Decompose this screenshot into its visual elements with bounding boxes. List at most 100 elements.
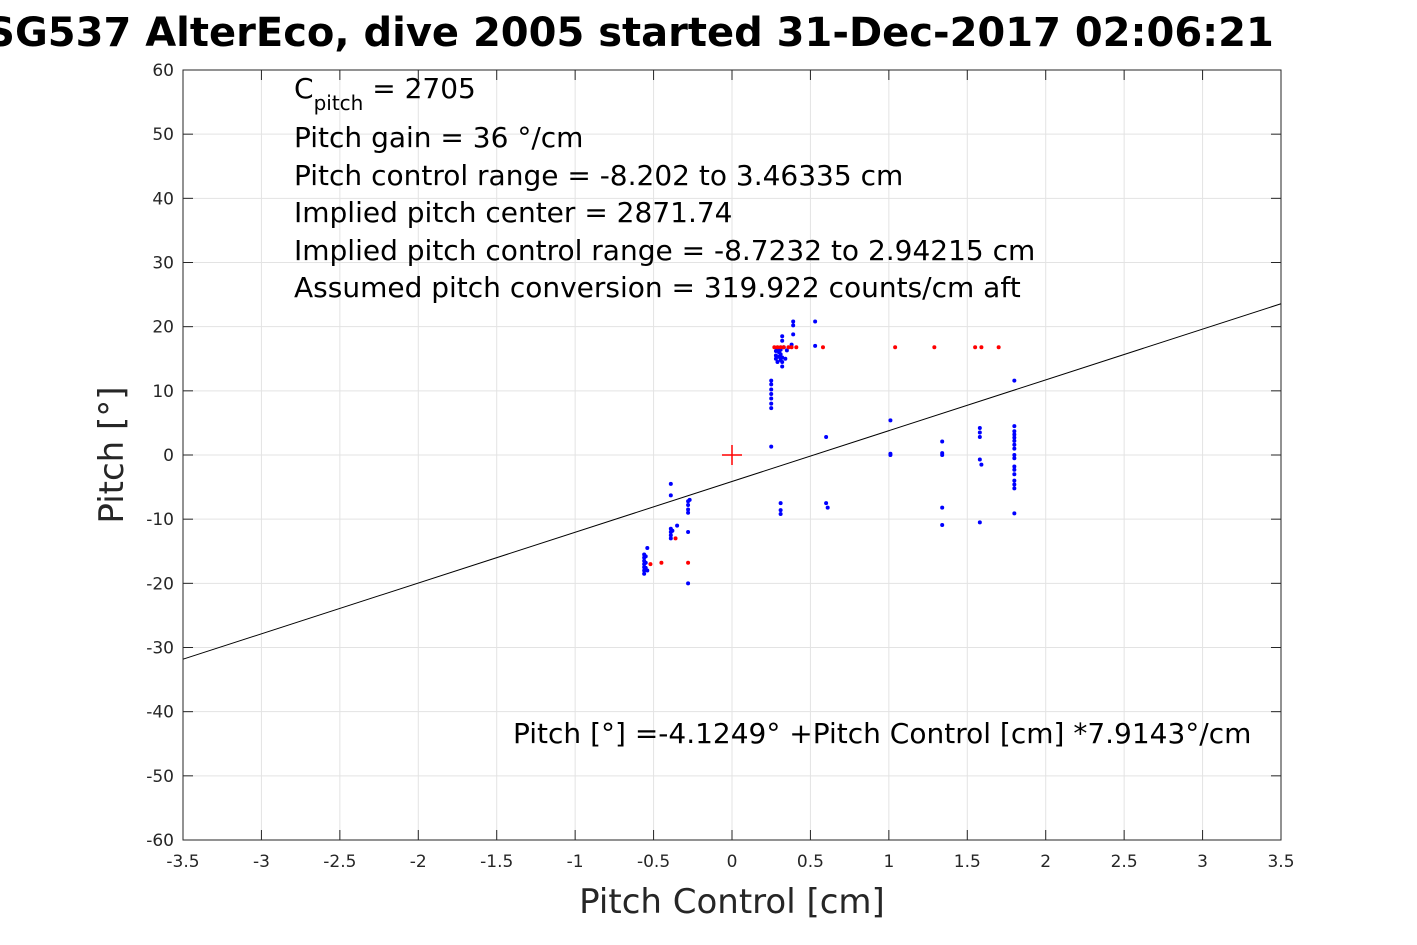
data-point: [1012, 432, 1017, 437]
data-point: [1012, 438, 1017, 443]
data-point: [979, 462, 984, 467]
data-point: [648, 562, 653, 567]
annotation-block: Cpitch = 2705 Pitch gain = 36 °/cm Pitch…: [294, 72, 1035, 304]
data-point: [1012, 511, 1017, 516]
y-tick-label: -50: [146, 767, 174, 787]
data-point: [977, 435, 982, 440]
x-tick-label: -3: [253, 852, 270, 872]
data-point: [686, 560, 691, 565]
data-point: [769, 387, 774, 392]
x-tick-label: 0.5: [797, 852, 824, 872]
data-point: [1012, 486, 1017, 491]
data-point: [888, 418, 893, 423]
data-point: [977, 520, 982, 525]
data-point: [1012, 429, 1017, 434]
y-tick-label: -10: [146, 510, 174, 530]
data-point: [659, 560, 664, 565]
series-0: [642, 319, 1017, 586]
data-point: [642, 571, 647, 576]
data-point: [893, 345, 898, 350]
scatter-series-layer: [642, 319, 1017, 586]
data-point: [791, 332, 796, 337]
data-point: [686, 581, 691, 586]
data-point: [1012, 446, 1017, 451]
y-tick-label: -20: [146, 574, 174, 594]
fit-line-layer: [182, 303, 1282, 660]
data-point: [977, 457, 982, 462]
data-point: [780, 355, 785, 360]
fit-equation-label: Pitch [°] =-4.1249° +Pitch Control [cm] …: [513, 717, 1251, 750]
x-tick-label: 2: [1040, 852, 1051, 872]
data-point: [769, 382, 774, 387]
data-point: [1012, 464, 1017, 469]
data-point: [824, 435, 829, 440]
data-point: [780, 334, 785, 339]
data-point: [773, 353, 778, 358]
data-point: [940, 453, 945, 457]
data-point: [668, 536, 673, 541]
data-point: [780, 364, 785, 369]
y-axis-ticks: -60 -50 -40 -30 -20 -10 0 10 20 30 40 50 60: [146, 61, 1281, 851]
data-point: [977, 426, 982, 431]
data-point: [645, 546, 650, 551]
x-tick-label: -2.5: [323, 852, 356, 872]
y-tick-label: -60: [146, 831, 174, 851]
x-tick-label: 1: [883, 852, 894, 872]
data-point: [825, 505, 830, 510]
data-point: [794, 345, 799, 350]
x-tick-label: 2.5: [1111, 852, 1138, 872]
chart-title: SG537 AlterEco, dive 2005 started 31-Dec…: [0, 10, 1274, 56]
fit-line: [182, 303, 1282, 660]
annotation-c-pitch-subscript: pitch: [314, 91, 364, 115]
annotation-pitch-gain: Pitch gain = 36 °/cm: [294, 121, 583, 154]
y-tick-label: 0: [163, 446, 174, 466]
grid-lines: [182, 69, 1282, 841]
data-point: [686, 503, 691, 508]
x-tick-label: -2: [410, 852, 427, 872]
y-tick-label: 40: [152, 189, 174, 209]
data-point: [668, 533, 673, 538]
annotation-pitch-control-range: Pitch control range = -8.202 to 3.46335 …: [294, 159, 903, 192]
data-point: [643, 554, 648, 559]
y-axis-label: Pitch [°]: [92, 386, 132, 523]
data-point: [778, 352, 783, 357]
data-point: [772, 345, 777, 350]
data-point: [643, 560, 648, 565]
data-point: [1012, 424, 1017, 429]
data-point: [686, 510, 691, 515]
data-point: [769, 392, 774, 397]
annotation-implied-pitch-center: Implied pitch center = 2871.74: [294, 196, 732, 229]
data-point: [1012, 435, 1017, 440]
data-point: [780, 338, 785, 343]
data-point: [673, 536, 678, 541]
data-point: [668, 481, 673, 486]
data-point: [769, 406, 774, 411]
data-point: [820, 345, 825, 350]
data-point: [940, 505, 945, 510]
data-point: [813, 319, 818, 324]
annotation-c-pitch-value: = 2705: [363, 72, 476, 105]
x-tick-label: 1.5: [954, 852, 981, 872]
y-tick-label: 10: [152, 382, 174, 402]
data-point: [769, 378, 774, 383]
data-point: [1012, 482, 1017, 487]
y-tick-label: 60: [152, 61, 174, 81]
y-tick-label: 50: [152, 125, 174, 145]
y-tick-label: 30: [152, 254, 174, 274]
data-point: [668, 493, 673, 498]
data-point: [940, 439, 945, 444]
x-tick-label: -0.5: [637, 852, 670, 872]
data-point: [786, 345, 791, 350]
x-tick-label: -3.5: [166, 852, 199, 872]
annotation-c-pitch-symbol: C: [294, 72, 314, 105]
center-marker-layer: [722, 445, 742, 465]
data-point: [778, 512, 783, 517]
data-point: [996, 345, 1001, 350]
data-point: [973, 345, 978, 350]
data-point: [979, 345, 984, 350]
data-point: [769, 396, 774, 401]
data-point: [775, 359, 780, 364]
x-axis-ticks: -3.5 -3 -2.5 -2 -1.5 -1 -0.5 0 0.5 1 1.5 2 2.5 3 3.5: [166, 70, 1295, 872]
data-point: [686, 530, 691, 534]
